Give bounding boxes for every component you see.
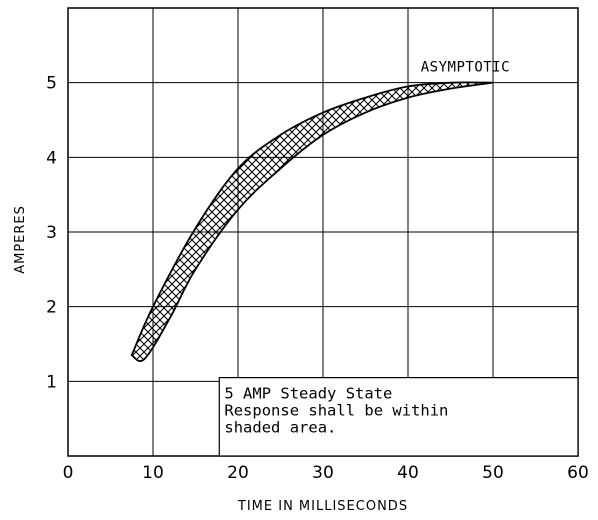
y-tick-label: 1 xyxy=(46,372,57,392)
x-tick-label: 40 xyxy=(397,463,419,483)
x-tick-label: 0 xyxy=(63,463,74,483)
note-box xyxy=(218,377,579,457)
y-tick-label: 3 xyxy=(46,223,57,243)
y-tick-label: 4 xyxy=(46,148,57,168)
x-axis-label: TIME IN MILLISECONDS xyxy=(237,499,408,514)
y-tick-label: 5 xyxy=(46,74,57,94)
x-tick-label: 20 xyxy=(227,463,249,483)
note-line: Response shall be within xyxy=(224,402,448,420)
x-tick-label: 60 xyxy=(567,463,589,483)
steady-state-note: 5 AMP Steady State Response shall be wit… xyxy=(224,385,448,437)
y-tick-label: 2 xyxy=(46,298,57,318)
x-tick-label: 10 xyxy=(142,463,164,483)
x-tick-label: 30 xyxy=(312,463,334,483)
asymptotic-annotation: ASYMPTOTIC xyxy=(421,60,510,76)
tolerance-band xyxy=(130,81,494,362)
note-line: 5 AMP Steady State xyxy=(224,385,392,403)
note-line: shaded area. xyxy=(224,419,336,437)
x-tick-label: 50 xyxy=(482,463,504,483)
x-tick-labels: 0 10 20 30 40 50 60 xyxy=(63,463,589,483)
y-tick-labels: 1 2 3 4 5 xyxy=(46,74,57,393)
y-axis-label: AMPERES xyxy=(13,205,28,274)
